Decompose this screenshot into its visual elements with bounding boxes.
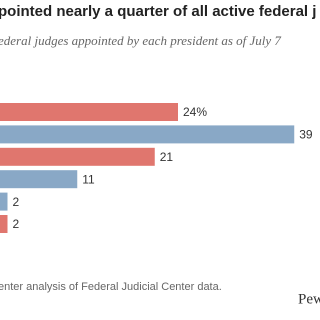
value-label: 2 xyxy=(13,217,20,231)
bar xyxy=(0,215,8,233)
chart-subtitle: ederal judges appointed by each presiden… xyxy=(0,33,281,48)
value-label: 24% xyxy=(183,105,207,119)
bar xyxy=(0,147,155,166)
bar xyxy=(0,125,295,144)
value-label: 21 xyxy=(160,150,174,164)
brand: Pew xyxy=(298,291,320,307)
bar xyxy=(0,170,78,189)
bar xyxy=(0,103,178,121)
bar xyxy=(0,192,8,211)
chart-title: pointed nearly a quarter of all active f… xyxy=(0,3,316,20)
value-label: 11 xyxy=(82,172,95,186)
value-label: 2 xyxy=(13,195,20,209)
value-label: 39 xyxy=(299,128,313,142)
source-note: enter analysis of Federal Judicial Cente… xyxy=(0,281,222,293)
